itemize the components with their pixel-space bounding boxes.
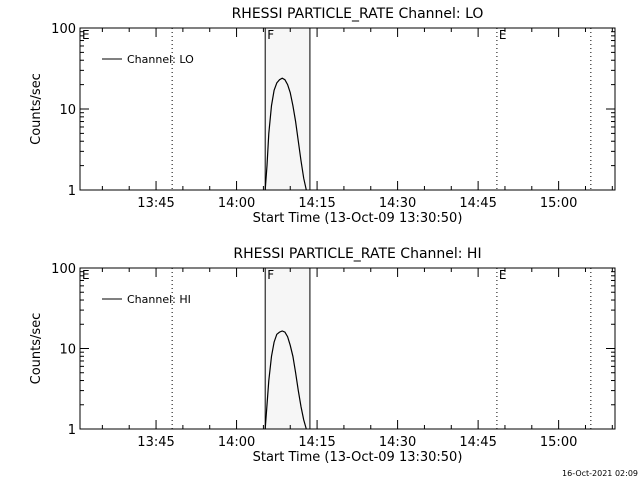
chart-2-ytick-label: 100 [51, 262, 76, 277]
chart-1-xtick-label: 14:30 [379, 196, 416, 211]
chart-2-flare-interval-shade [265, 268, 310, 429]
chart-panel-1: RHESSI PARTICLE_RATE Channel: LO 1 10 100 Co… [29, 6, 616, 226]
chart-1-xtick-label: 14:00 [218, 196, 255, 211]
chart-2-series-1-line [264, 330, 307, 430]
chart-2-xtick-label: 15:00 [540, 435, 577, 450]
chart-1-ytick-label: 100 [51, 22, 76, 37]
chart-2-xlabel: Start Time (13-Oct-09 13:30:50) [253, 450, 463, 465]
chart-2-legend-label: Channel: HI [127, 293, 191, 306]
chart-1-xtick-label: 14:45 [459, 196, 496, 211]
chart-1-xtick-label: 13:45 [137, 196, 174, 211]
chart-1-marker-label: E [499, 28, 507, 42]
chart-2-xtick-label: 14:30 [379, 435, 416, 450]
chart-1-ytick-label: 1 [68, 184, 76, 199]
chart-2-marker-label: F [267, 268, 274, 282]
chart-1-xtick-label: 14:15 [298, 196, 335, 211]
chart-panels: RHESSI PARTICLE_RATE Channel: LO 1 10 100 Co… [29, 6, 616, 465]
chart-1-series-1-line [264, 77, 307, 191]
chart-1-legend-label: Channel: LO [127, 53, 194, 66]
chart-panel-2: RHESSI PARTICLE_RATE Channel: HI 1 10 100 Co… [29, 246, 616, 465]
chart-2-xtick-label: 13:45 [137, 435, 174, 450]
chart-2-xtick-label: 14:15 [298, 435, 335, 450]
chart-2-title: RHESSI PARTICLE_RATE Channel: HI [233, 246, 481, 262]
chart-1-ylabel: Counts/sec [29, 73, 44, 145]
chart-2-ytick-label: 10 [59, 343, 76, 358]
footer-timestamp: 16-Oct-2021 02:09 [562, 469, 638, 478]
chart-1-xtick-label: 15:00 [540, 196, 577, 211]
chart-1-flare-interval-shade [265, 28, 310, 190]
chart-1-marker-label: F [267, 28, 274, 42]
chart-2-marker-label: E [82, 268, 90, 282]
chart-2-xtick-label: 14:45 [459, 435, 496, 450]
chart-2-ylabel: Counts/sec [29, 313, 44, 385]
chart-1-ytick-label: 10 [59, 103, 76, 118]
chart-2-ytick-label: 1 [68, 423, 76, 438]
chart-1-marker-label: E [82, 28, 90, 42]
chart-2-xtick-label: 14:00 [218, 435, 255, 450]
chart-1-xlabel: Start Time (13-Oct-09 13:30:50) [253, 211, 463, 226]
chart-1-title: RHESSI PARTICLE_RATE Channel: LO [232, 6, 484, 22]
chart-2-marker-label: E [499, 268, 507, 282]
